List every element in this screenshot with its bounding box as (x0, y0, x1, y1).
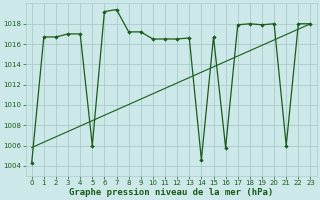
X-axis label: Graphe pression niveau de la mer (hPa): Graphe pression niveau de la mer (hPa) (69, 188, 273, 197)
